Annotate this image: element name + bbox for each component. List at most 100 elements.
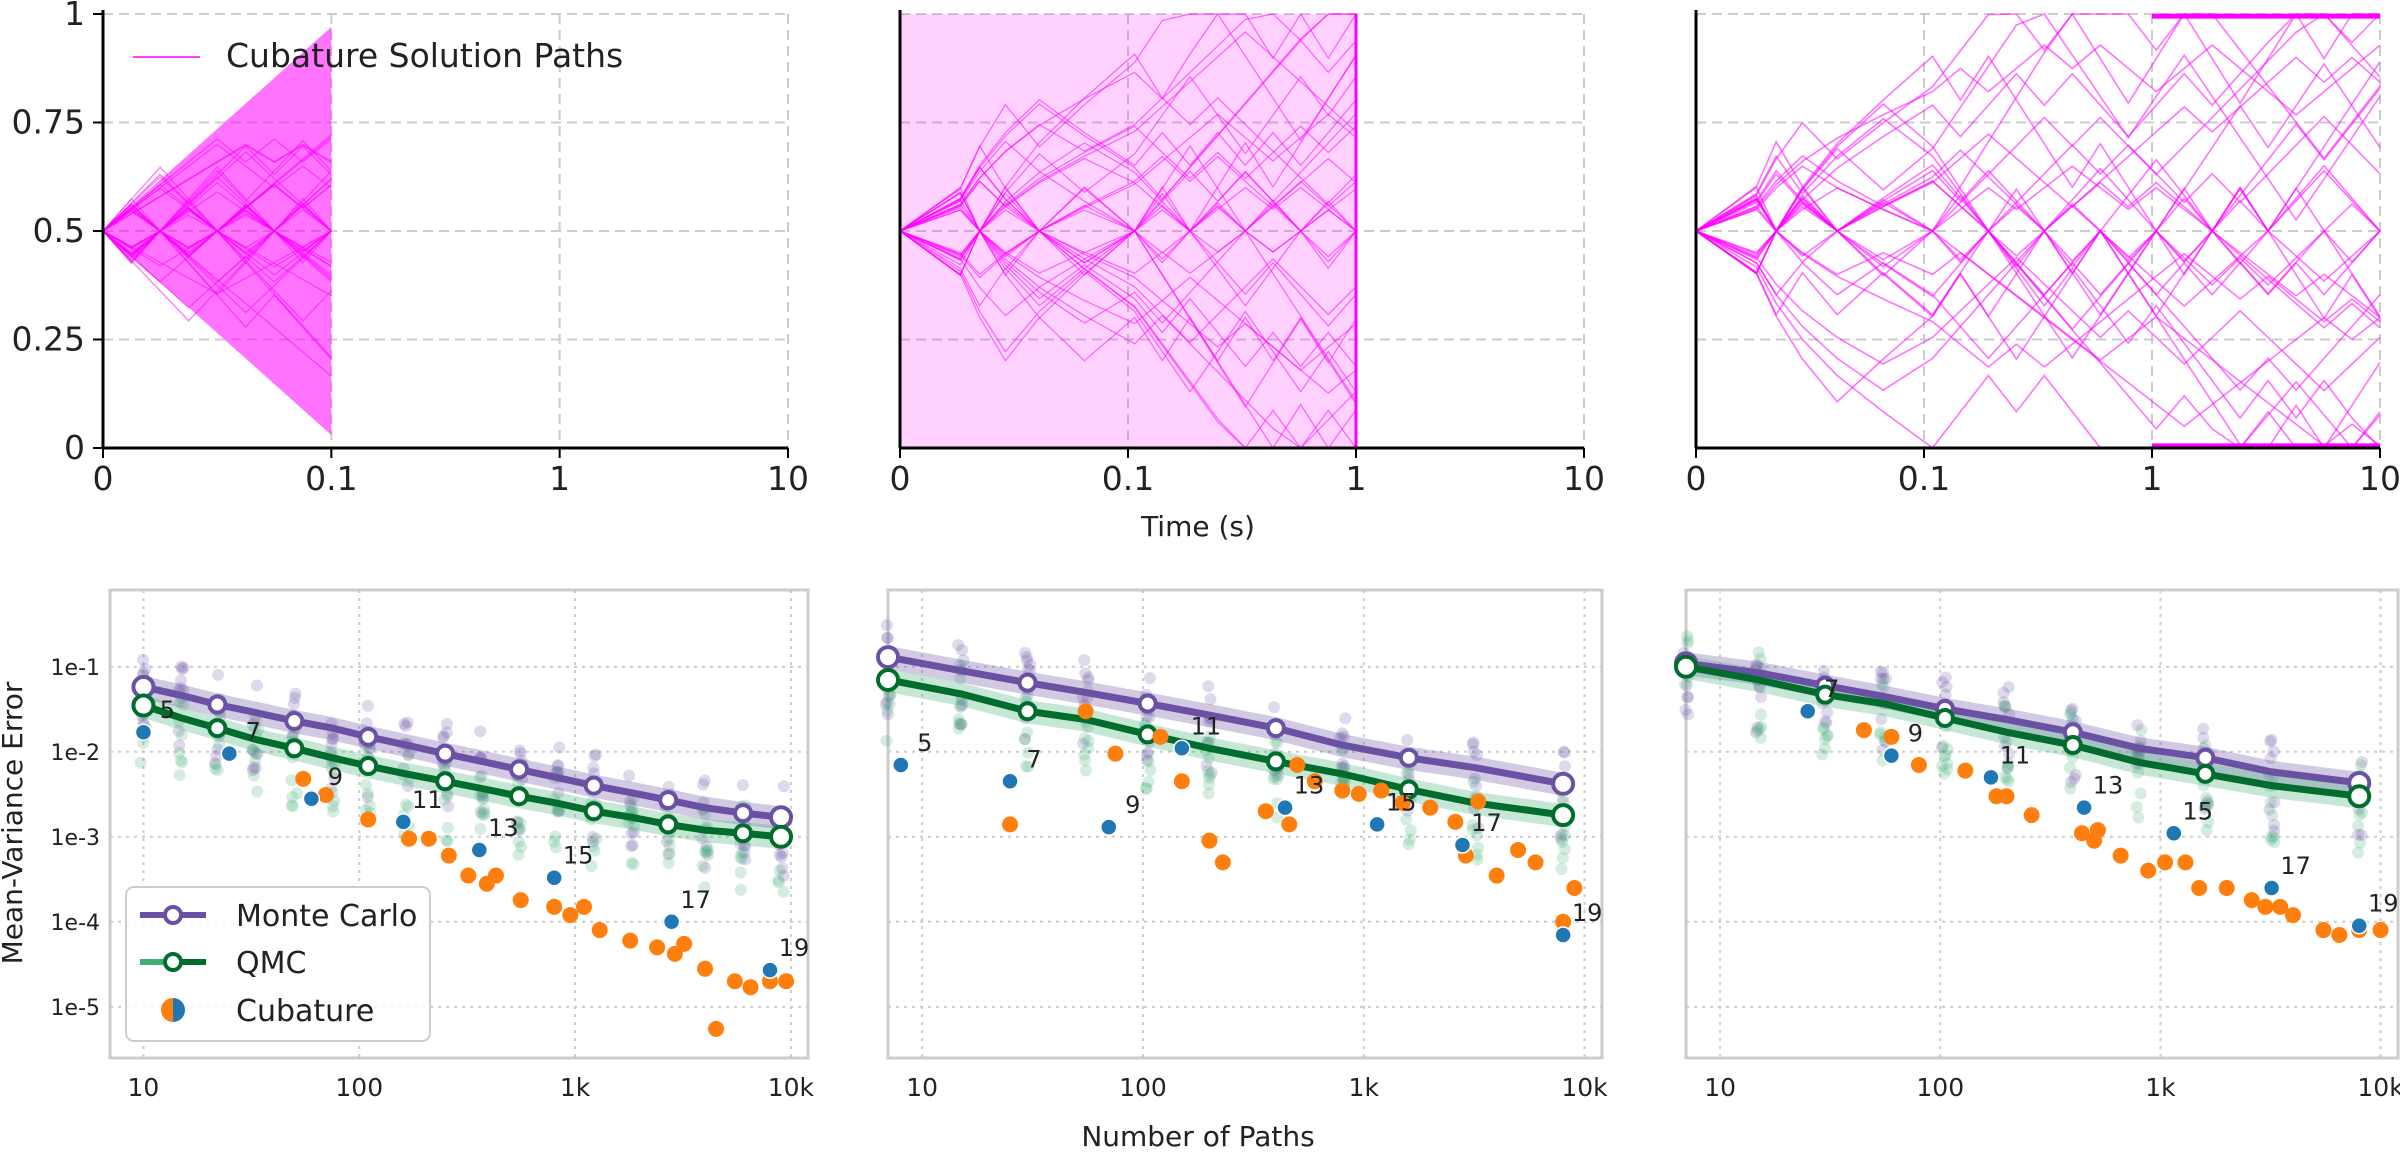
cubature-point-blue — [662, 913, 681, 931]
sample-point — [1470, 829, 1483, 842]
sample-point — [399, 720, 412, 733]
monte-carlo-marker — [207, 694, 228, 715]
sample-point — [587, 840, 600, 853]
sample-point — [2264, 735, 2277, 748]
sample-point — [776, 846, 789, 859]
sample-point — [437, 729, 450, 742]
sample-point — [510, 816, 523, 829]
sample-point — [1082, 671, 1095, 684]
sample-point — [1819, 742, 1832, 755]
sample-point — [954, 700, 967, 713]
sample-point — [2202, 815, 2215, 828]
qmc-marker — [2195, 763, 2216, 784]
cubature-point-orange — [2372, 922, 2389, 939]
legend-qmc-label: QMC — [236, 946, 306, 981]
legend-cubature-label: Cubature — [236, 994, 374, 1029]
sample-point — [2002, 759, 2015, 772]
sample-point — [172, 724, 185, 737]
monte-carlo-marker — [2195, 747, 2216, 768]
sample-point — [626, 802, 639, 815]
monte-carlo-marker — [284, 711, 305, 732]
sample-point — [738, 846, 751, 859]
sample-point — [2197, 722, 2210, 735]
sample-point — [2064, 707, 2077, 720]
sample-point — [662, 857, 675, 870]
cubature-point-orange — [1257, 803, 1274, 820]
sample-point — [588, 844, 601, 857]
sample-point — [881, 631, 894, 644]
cubature-point-orange — [360, 811, 377, 828]
sample-point — [625, 840, 638, 853]
sample-point — [249, 762, 262, 775]
sample-point — [286, 791, 299, 804]
sample-point — [512, 848, 525, 861]
monte-carlo-marker — [1017, 672, 1038, 693]
qmc-marker — [509, 786, 530, 807]
sample-point — [777, 780, 790, 793]
sample-point — [701, 848, 714, 861]
bottom-x-axis-label: Number of Paths — [1081, 1120, 1314, 1153]
x-tick-label: 100 — [1119, 1073, 1167, 1102]
sample-point — [1019, 733, 1032, 746]
sample-point — [173, 696, 186, 709]
qmc-marker — [1551, 803, 1576, 828]
sample-point — [2132, 811, 2145, 824]
sample-point — [2268, 836, 2281, 849]
x-tick-label: 1k — [1349, 1073, 1380, 1102]
monte-carlo-marker — [876, 645, 900, 670]
monte-carlo-marker — [1551, 771, 1576, 796]
solution-path — [899, 113, 1357, 279]
legend-qmc-marker — [163, 952, 183, 972]
x-tick-label: 1 — [2142, 459, 2163, 498]
monte-carlo-line — [887, 653, 1564, 788]
cubature-point-orange — [487, 867, 504, 884]
qmc-marker — [207, 718, 228, 739]
y-tick-label: 1 — [64, 0, 85, 33]
sample-point — [1935, 760, 1948, 773]
qmc-line — [887, 676, 1564, 819]
sample-point — [1202, 680, 1215, 693]
sample-point — [1142, 775, 1155, 788]
sample-point — [2356, 806, 2369, 819]
solution-path — [899, 188, 1357, 274]
sample-point — [2264, 833, 2277, 846]
cubature-point-orange — [1510, 841, 1527, 858]
sample-point — [326, 732, 339, 745]
cubature-point-orange — [2272, 898, 2289, 915]
solution-path — [1695, 229, 2381, 428]
sample-point — [660, 835, 673, 848]
sample-point — [1079, 764, 1092, 777]
sample-point — [662, 848, 675, 861]
cubature-point-blue — [545, 868, 563, 887]
sample-point — [1874, 728, 1887, 741]
cubature-point-orange — [295, 770, 312, 787]
x-tick-label: 10k — [768, 1073, 815, 1102]
sample-point — [2354, 759, 2367, 772]
sample-point — [954, 718, 967, 731]
y-tick-label: 0.75 — [12, 103, 85, 142]
sample-point — [2198, 802, 2211, 815]
sample-point — [250, 679, 263, 692]
cubature-point-orange — [2177, 854, 2194, 871]
cubature-point-orange — [440, 847, 457, 864]
cubature-degree-label: 11 — [1191, 712, 1222, 740]
sample-point — [1558, 746, 1571, 759]
solution-path — [1695, 13, 2381, 233]
cubature-point-blue — [1173, 739, 1191, 758]
cubature-point-orange — [1201, 832, 1218, 849]
sample-point — [1271, 736, 1284, 749]
solution-path — [1695, 187, 2381, 447]
sample-point — [2000, 735, 2013, 748]
monte-carlo-marker — [733, 803, 754, 824]
cubature-point-blue — [1001, 772, 1019, 791]
sample-point — [1144, 763, 1157, 776]
cubature-degree-label: 11 — [2000, 741, 2031, 769]
cubature-degree-label: 19 — [779, 934, 810, 962]
sample-point — [1749, 726, 1762, 739]
sample-point — [1267, 773, 1280, 786]
cubature-point-blue — [1368, 815, 1386, 834]
sample-point — [586, 830, 599, 843]
sample-point — [2353, 836, 2366, 849]
cubature-point-orange — [697, 960, 714, 977]
